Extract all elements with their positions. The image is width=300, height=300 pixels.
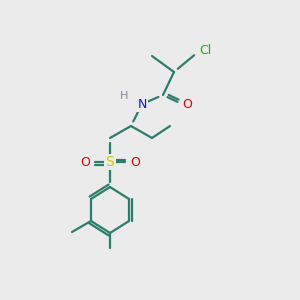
Text: Cl: Cl — [199, 44, 211, 58]
Text: H: H — [120, 91, 128, 101]
Text: O: O — [182, 98, 192, 110]
Text: S: S — [106, 155, 114, 169]
Text: N: N — [137, 98, 147, 110]
Text: O: O — [80, 155, 90, 169]
Text: O: O — [130, 155, 140, 169]
